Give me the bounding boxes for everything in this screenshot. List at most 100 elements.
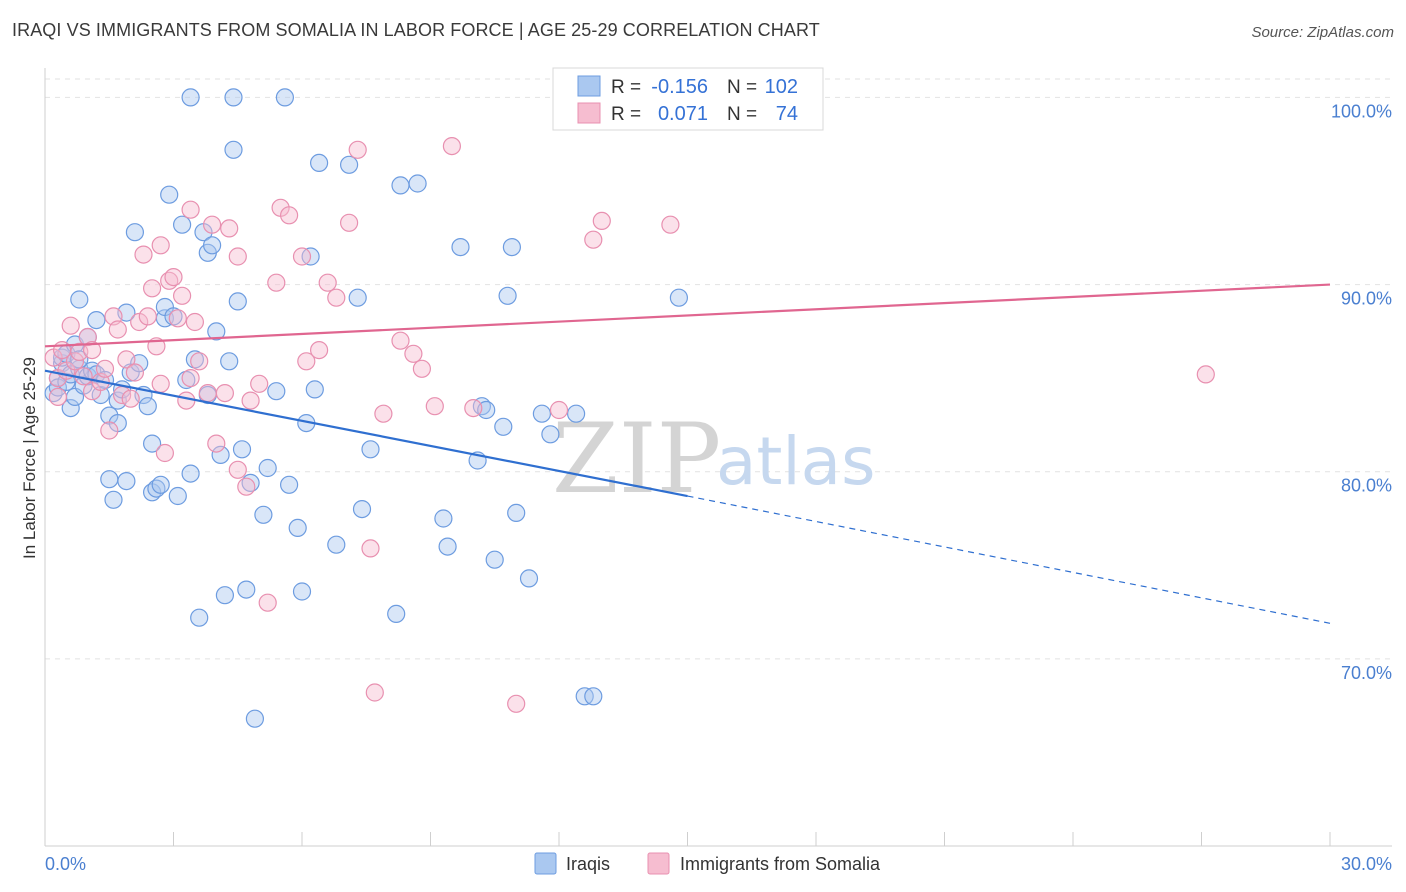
iraqis-point-56 [224,140,243,159]
legend-label-iraqis: Iraqis [566,854,610,874]
iraqis-point-64 [267,382,286,401]
somalia-point-39 [203,215,222,234]
somalia-point-56 [327,288,346,307]
stats-box: R = -0.156 N = 102 R = 0.071 N = 74 [552,67,824,131]
stats-r-label-1: R = [611,77,641,98]
watermark: ZIP atlas [552,403,876,515]
stats-n-value-1: 102 [765,76,798,98]
iraqis-point-55 [220,352,239,371]
iraqis-point-63 [258,458,277,478]
iraqis-point-94 [498,286,517,305]
iraqis-point-22 [100,470,119,489]
somalia-point-71 [592,211,611,230]
somalia-point-46 [241,391,260,410]
legend-swatch-somalia [647,852,670,875]
somalia-point-35 [181,200,200,219]
iraqis-point-96 [181,88,200,107]
iraqis-point-78 [391,176,410,195]
iraqis-point-97 [224,88,243,107]
somalia-point-55 [318,273,337,292]
somalia-point-45 [237,477,256,496]
iraqis-point-66 [288,518,307,538]
y-tick-label-3: 100.0% [1331,101,1392,121]
iraqis-point-79 [408,174,427,193]
iraqis-point-100 [502,238,521,257]
iraqis-point-81 [438,537,457,556]
iraqis-point-43 [173,215,192,234]
somalia-point-54 [310,341,329,360]
iraqis-point-33 [138,397,157,416]
legend: Iraqis Immigrants from Somalia [534,852,881,875]
somalia-point-30 [164,268,183,287]
iraqis-point-59 [237,580,256,599]
somalia-point-73 [1196,365,1215,384]
iraqis-point-93 [541,425,560,444]
somalia-point-10 [82,341,102,360]
somalia-point-31 [168,309,187,328]
somalia-point-36 [185,312,204,332]
iraqis-point-65 [280,475,299,494]
axes [44,68,1392,847]
somalia-point-49 [267,273,286,292]
iraqis-point-75 [352,500,372,519]
somalia-point-61 [374,404,393,423]
iraqis-point-37 [151,475,170,494]
somalia-point-23 [138,307,157,326]
iraqis-point-17 [87,311,106,330]
iraqis-point-67 [292,582,312,601]
stats-swatch-iraqis [577,75,601,97]
stats-r-label-2: R = [611,104,641,125]
somalia-point-18 [117,350,136,369]
somalia-point-42 [220,219,239,238]
somalia-point-6 [65,352,85,371]
legend-swatch-iraqis [534,852,557,875]
somalia-point-48 [258,593,277,612]
iraqis-point-71 [310,153,329,172]
somalia-point-59 [361,539,380,558]
stats-n-value-2: 74 [776,103,798,125]
somalia-point-69 [549,400,569,420]
iraqis-point-45 [181,464,200,483]
somalia-point-5 [61,316,80,335]
somalia-point-67 [464,399,483,418]
legend-label-somalia: Immigrants from Somalia [680,854,881,874]
chart-source: Source: ZipAtlas.com [1251,24,1394,41]
trend-line-somalia [44,283,1331,348]
iraqis-point-52 [207,322,226,341]
somalia-point-13 [95,359,115,378]
iraqis-point-89 [566,404,586,423]
somalia-point-41 [215,384,234,403]
somalia-point-63 [404,344,423,363]
somalia-point-47 [250,374,269,393]
iraqis-point-86 [507,503,526,523]
somalia-point-58 [348,140,367,159]
iraqis-point-28 [117,472,136,491]
iraqis-point-72 [327,535,346,554]
iraqis-point-51 [203,236,222,255]
somalia-point-62 [391,331,410,350]
iraqis-point-70 [305,380,324,399]
iraqis-point-62 [254,505,273,524]
somalia-point-60 [365,683,384,702]
iraqis-point-30 [125,223,144,242]
somalia-point-37 [190,352,209,371]
somalia-point-22 [134,245,153,264]
somalia-point-66 [442,137,461,156]
chart-title: IRAQI VS IMMIGRANTS FROM SOMALIA IN LABO… [12,20,820,40]
iraqis-point-47 [190,608,209,627]
trend-lines [44,283,1331,624]
iraqis-point-91 [584,687,603,706]
iraqis-point-80 [434,509,453,528]
somalia-point-24 [143,279,162,298]
somalia-point-43 [228,247,247,266]
iraqis-point-76 [361,440,380,459]
trend-line-iraqis-projection [687,495,1331,624]
x-tick-label-0: 0.0% [45,854,86,874]
somalia-point-72 [661,215,680,234]
y-tick-labels: 70.0% 80.0% 90.0% 100.0% [1331,101,1392,682]
somalia-point-34 [181,369,200,388]
somalia-point-40 [207,434,226,453]
iraqis-point-98 [70,290,89,309]
iraqis-point-73 [340,155,359,174]
x-tick-labels: 0.0% 30.0% [45,854,1392,874]
